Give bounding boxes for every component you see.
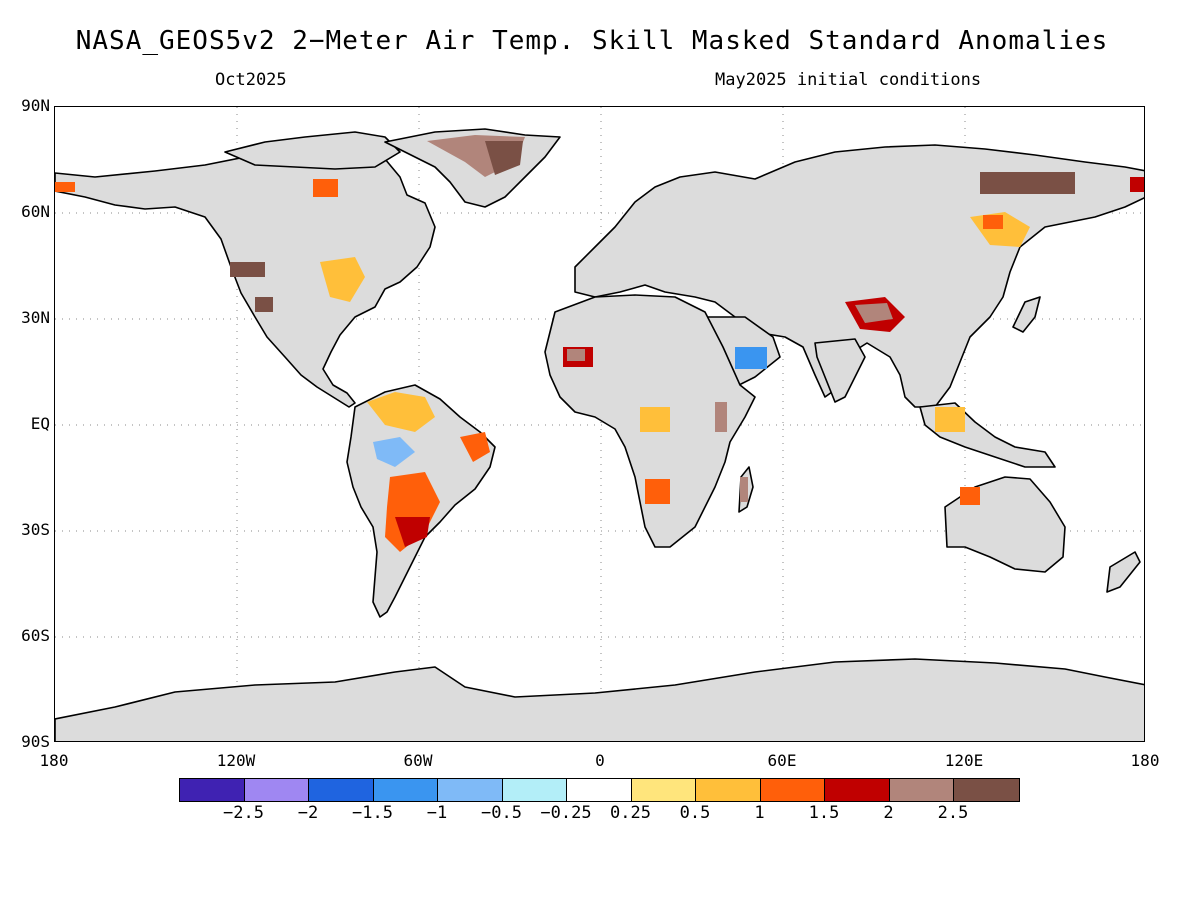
colorbar-label: 0.25: [610, 803, 651, 823]
colorbar-swatch: [373, 779, 438, 801]
y-tick-label: 60S: [21, 626, 50, 645]
colorbar-swatch: [502, 779, 567, 801]
colorbar-label: 1.5: [808, 803, 840, 823]
anomaly-arabia-cold: [735, 347, 767, 369]
colorbar-label: 2.5: [937, 803, 969, 823]
anomaly-patches: [55, 135, 1144, 552]
y-tick-label: 30S: [21, 520, 50, 539]
japan: [1012, 296, 1041, 333]
colorbar-swatch: [438, 779, 503, 801]
colorbar-label: −0.25: [540, 803, 592, 823]
map-plot-area: [54, 106, 1145, 742]
colorbar-swatch: [760, 779, 825, 801]
antarctica: [55, 658, 1144, 741]
chart-title: NASA_GEOS5v2 2−Meter Air Temp. Skill Mas…: [75, 26, 1109, 56]
india: [814, 338, 866, 403]
x-tick-label: 60E: [767, 751, 797, 770]
x-tick-label: 0: [595, 751, 605, 770]
colorbar-swatch: [889, 779, 954, 801]
y-tick-label: 60N: [21, 202, 50, 221]
colorbar-label: 2: [883, 803, 894, 823]
colorbar-label: −2: [297, 803, 319, 823]
colorbar-swatch: [954, 779, 1019, 801]
colorbar-label: −1.5: [352, 803, 393, 823]
colorbar-swatch: [825, 779, 890, 801]
colorbar-label: −1: [426, 803, 448, 823]
forecast-month: Oct2025: [215, 70, 287, 90]
colorbar-label: 0.5: [679, 803, 711, 823]
x-tick-label: 60W: [403, 751, 433, 770]
y-tick-label: 90N: [21, 96, 50, 115]
colorbar-swatch: [567, 779, 632, 801]
x-tick-label: 180: [39, 751, 69, 770]
colorbar-swatch: [696, 779, 761, 801]
colorbar: [179, 778, 1020, 802]
x-tick-label: 120E: [944, 751, 984, 770]
colorbar-swatch: [631, 779, 696, 801]
y-tick-label: 90S: [21, 732, 50, 751]
colorbar-swatch: [244, 779, 309, 801]
world-map: [55, 107, 1144, 741]
colorbar-label: 1: [754, 803, 765, 823]
arctic-islands: [224, 131, 401, 170]
colorbar-label: −0.5: [481, 803, 522, 823]
anomaly-siberia: [980, 172, 1075, 194]
colorbar-label: −2.5: [223, 803, 264, 823]
initial-conditions: May2025 initial conditions: [715, 70, 982, 90]
y-tick-label: 30N: [21, 308, 50, 327]
y-tick-label: EQ: [30, 414, 50, 433]
colorbar-swatch: [309, 779, 374, 801]
x-tick-label: 120W: [216, 751, 256, 770]
new-zealand: [1106, 551, 1141, 593]
colorbar-swatch: [180, 779, 245, 801]
x-tick-label: 180: [1130, 751, 1160, 770]
